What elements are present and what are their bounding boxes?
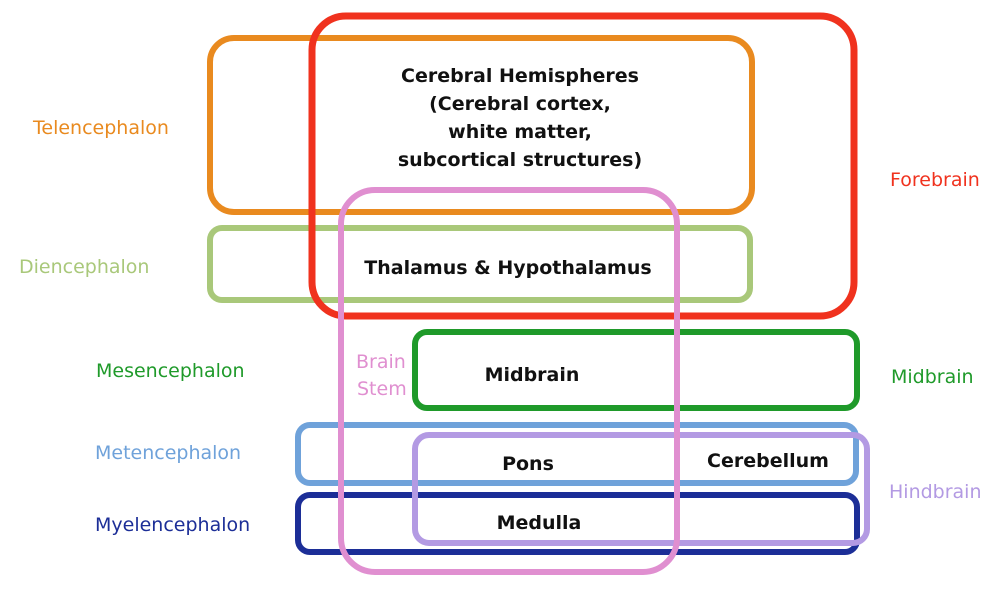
cerebral-hemispheres-line4: subcortical structures) xyxy=(398,149,642,171)
forebrain-box xyxy=(308,12,858,320)
hindbrain-label: Hindbrain xyxy=(889,481,982,503)
metencephalon-label: Metencephalon xyxy=(95,442,241,464)
midbrain-region-text: Midbrain xyxy=(485,364,580,386)
cerebellum-text: Cerebellum xyxy=(707,450,829,472)
midbrain-box xyxy=(412,329,860,411)
diencephalon-label: Diencephalon xyxy=(19,256,149,278)
cerebral-hemispheres-line2: (Cerebral cortex, xyxy=(429,93,611,115)
brainstem-label-line2: Stem xyxy=(357,378,407,400)
telencephalon-label: Telencephalon xyxy=(32,117,169,139)
myelencephalon-box xyxy=(295,492,860,555)
thalamus-hypothalamus-text: Thalamus & Hypothalamus xyxy=(364,257,651,279)
mesencephalon-label: Mesencephalon xyxy=(96,360,245,382)
brainstem-box xyxy=(338,187,680,575)
myelencephalon-label: Myelencephalon xyxy=(95,514,250,536)
diencephalon-box xyxy=(207,225,753,303)
cerebral-hemispheres-line3: white matter, xyxy=(448,121,592,143)
metencephalon-box xyxy=(295,422,859,486)
hindbrain-box xyxy=(412,432,870,546)
midbrain-group-label: Midbrain xyxy=(891,366,974,388)
brainstem-label-line1: Brain xyxy=(356,351,406,373)
forebrain-label: Forebrain xyxy=(890,169,980,191)
medulla-text: Medulla xyxy=(497,512,582,534)
telencephalon-box xyxy=(207,35,755,215)
pons-text: Pons xyxy=(502,453,554,475)
cerebral-hemispheres-line1: Cerebral Hemispheres xyxy=(401,65,639,87)
